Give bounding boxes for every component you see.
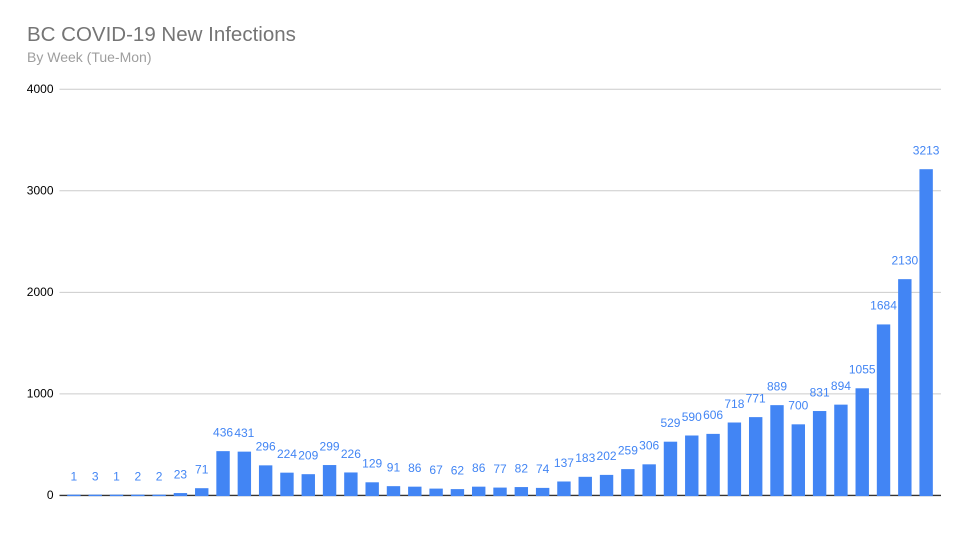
svg-text:889: 889 (767, 379, 787, 393)
svg-text:62: 62 (451, 463, 465, 477)
svg-text:1: 1 (113, 470, 120, 484)
svg-text:0: 0 (47, 488, 54, 502)
svg-text:74: 74 (536, 462, 550, 476)
svg-text:91: 91 (387, 460, 401, 474)
svg-text:606: 606 (703, 408, 723, 422)
svg-text:67: 67 (429, 463, 443, 477)
svg-text:3213: 3213 (913, 144, 940, 158)
svg-text:209: 209 (298, 448, 318, 462)
svg-text:By Week (Tue-Mon): By Week (Tue-Mon) (27, 49, 151, 65)
svg-text:2: 2 (156, 470, 163, 484)
svg-text:718: 718 (724, 397, 744, 411)
svg-text:4000: 4000 (27, 82, 54, 96)
svg-text:529: 529 (660, 416, 680, 430)
svg-text:299: 299 (320, 439, 340, 453)
svg-text:137: 137 (554, 456, 574, 470)
svg-text:224: 224 (277, 447, 297, 461)
svg-text:259: 259 (618, 443, 638, 457)
svg-text:894: 894 (831, 379, 851, 393)
svg-text:1000: 1000 (27, 386, 54, 400)
svg-text:BC COVID-19 New Infections: BC COVID-19 New Infections (27, 23, 296, 46)
svg-text:129: 129 (362, 457, 382, 471)
svg-text:431: 431 (234, 426, 254, 440)
svg-text:831: 831 (810, 385, 830, 399)
svg-text:1684: 1684 (870, 299, 897, 313)
svg-text:183: 183 (575, 451, 595, 465)
svg-text:226: 226 (341, 447, 361, 461)
svg-text:86: 86 (408, 461, 422, 475)
svg-text:86: 86 (472, 461, 486, 475)
svg-text:590: 590 (682, 410, 702, 424)
svg-text:2130: 2130 (891, 253, 918, 267)
svg-text:2000: 2000 (27, 285, 54, 299)
svg-text:3: 3 (92, 469, 99, 483)
svg-text:2: 2 (134, 470, 141, 484)
svg-text:296: 296 (256, 440, 276, 454)
svg-text:1055: 1055 (849, 363, 876, 377)
svg-text:306: 306 (639, 439, 659, 453)
svg-text:77: 77 (493, 462, 507, 476)
svg-text:82: 82 (515, 461, 529, 475)
svg-text:436: 436 (213, 425, 233, 439)
svg-text:202: 202 (597, 449, 617, 463)
svg-text:700: 700 (788, 399, 808, 413)
svg-text:3000: 3000 (27, 183, 54, 197)
svg-text:23: 23 (174, 467, 188, 481)
svg-text:1: 1 (71, 470, 78, 484)
svg-text:771: 771 (746, 391, 766, 405)
svg-text:71: 71 (195, 462, 209, 476)
